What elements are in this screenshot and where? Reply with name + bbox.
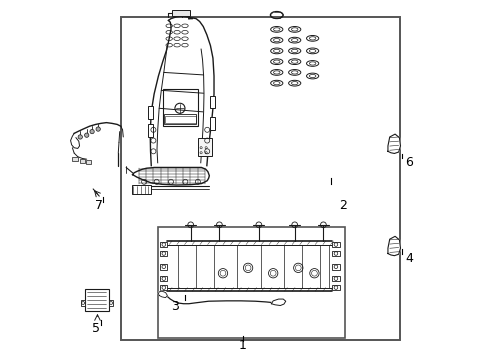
Bar	[160, 242, 167, 247]
Text: 6: 6	[405, 156, 412, 168]
Bar	[148, 125, 152, 137]
Bar	[332, 285, 339, 291]
Circle shape	[78, 135, 82, 139]
Text: 4: 4	[405, 252, 412, 265]
Circle shape	[84, 133, 89, 137]
Bar	[148, 107, 152, 119]
Text: 2: 2	[339, 199, 346, 212]
Bar	[164, 116, 195, 123]
Bar	[81, 300, 85, 306]
Bar	[72, 157, 78, 161]
Bar	[198, 138, 212, 156]
Bar	[210, 117, 214, 130]
Bar	[160, 264, 167, 270]
Bar	[85, 160, 91, 164]
Bar	[131, 185, 151, 194]
Bar	[121, 17, 400, 339]
Bar	[332, 242, 339, 247]
Bar	[158, 226, 344, 338]
Text: 7: 7	[95, 199, 103, 212]
Bar	[80, 159, 85, 163]
Bar	[160, 285, 167, 291]
Bar	[210, 96, 214, 108]
Circle shape	[96, 127, 100, 131]
Polygon shape	[158, 291, 167, 298]
Bar	[109, 300, 113, 306]
Polygon shape	[387, 134, 400, 153]
Bar	[164, 114, 196, 125]
Bar	[332, 251, 339, 256]
Text: 5: 5	[91, 322, 100, 335]
Polygon shape	[387, 236, 400, 256]
Bar	[332, 264, 339, 270]
Bar	[171, 10, 189, 16]
Bar	[163, 89, 198, 126]
Circle shape	[90, 130, 94, 134]
Bar	[160, 276, 167, 282]
Text: 3: 3	[170, 300, 178, 313]
Polygon shape	[132, 167, 209, 185]
Bar	[85, 289, 109, 311]
Text: 1: 1	[238, 339, 246, 352]
Polygon shape	[271, 299, 285, 306]
Bar	[332, 276, 339, 282]
Bar	[160, 251, 167, 256]
